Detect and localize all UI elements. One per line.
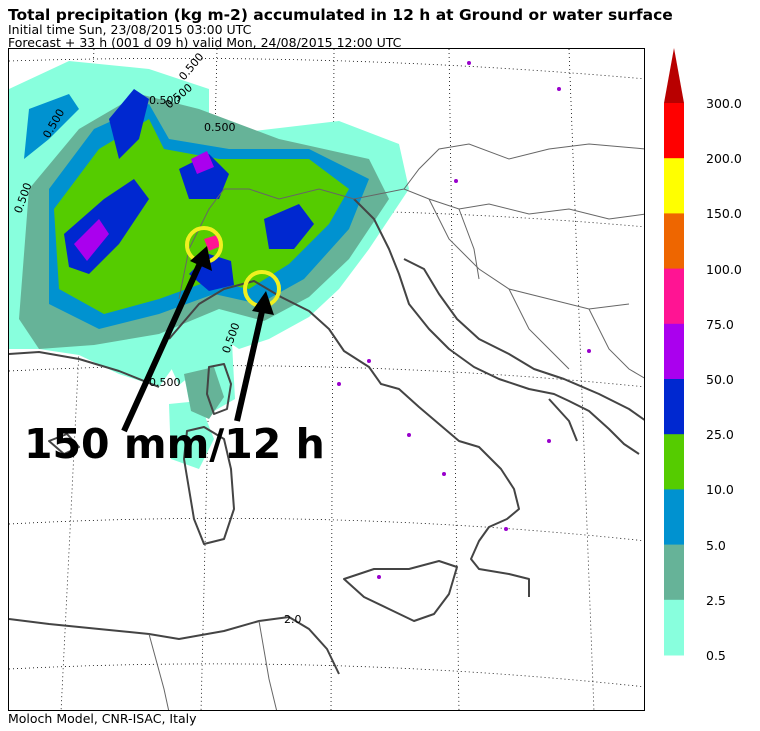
color-legend bbox=[664, 48, 684, 656]
legend-level-label: 50.0 bbox=[706, 372, 734, 387]
legend-level-label: 5.0 bbox=[706, 537, 726, 553]
contour-label: 0.500 bbox=[149, 376, 181, 389]
annotation-arrows bbox=[121, 246, 274, 433]
legend-color-box bbox=[664, 599, 684, 656]
map-canvas: 0.500 0.500 0.500 0.500 0.500 0.500 0.50… bbox=[9, 49, 644, 710]
legend-color-box bbox=[664, 379, 684, 435]
legend-color-box bbox=[664, 323, 684, 380]
max-precip-annotation: 150 mm/12 h bbox=[24, 420, 325, 468]
legend-color-box bbox=[664, 158, 684, 214]
precipitation-map: 0.500 0.500 0.500 0.500 0.500 0.500 0.50… bbox=[8, 48, 645, 711]
legend-level-label: 2.5 bbox=[706, 592, 726, 608]
forecast-valid-label: Forecast + 33 h (001 d 09 h) valid Mon, … bbox=[8, 35, 402, 50]
isolated-maxima bbox=[337, 61, 591, 579]
legend-level-label: 25.0 bbox=[706, 427, 734, 443]
legend-level-label: 300.0 bbox=[706, 96, 742, 111]
map-title: Total precipitation (kg m-2) accumulated… bbox=[8, 6, 673, 24]
arrow-north bbox=[121, 259, 204, 433]
legend-color-box bbox=[664, 434, 684, 490]
legend-color-box bbox=[664, 489, 684, 546]
legend-color-box bbox=[664, 103, 684, 159]
precipitation-fields bbox=[9, 61, 409, 469]
arrowhead-south bbox=[252, 291, 274, 315]
initial-time-label: Initial time Sun, 23/08/2015 03:00 UTC bbox=[8, 22, 252, 37]
legend-level-label: 200.0 bbox=[706, 151, 742, 167]
legend-overflow-triangle bbox=[664, 48, 684, 103]
legend-color-box bbox=[664, 268, 684, 325]
contour-label: 0.500 bbox=[204, 121, 236, 134]
legend-color-box bbox=[664, 213, 684, 270]
contour-label: 0.500 bbox=[176, 50, 206, 82]
contour-label: 0.500 bbox=[149, 94, 181, 107]
model-credit: Moloch Model, CNR-ISAC, Italy bbox=[8, 711, 197, 726]
legend-level-label: 100.0 bbox=[706, 261, 742, 277]
legend-level-label: 150.0 bbox=[706, 206, 742, 222]
legend-level-label: 10.0 bbox=[706, 482, 734, 498]
contour-label: 2.0 bbox=[284, 613, 302, 626]
legend-level-label: 0.5 bbox=[706, 648, 726, 663]
coastlines bbox=[9, 198, 644, 675]
arrow-south bbox=[234, 306, 266, 422]
legend-level-label: 75.0 bbox=[706, 316, 734, 332]
borders bbox=[148, 143, 644, 710]
arrowhead-north bbox=[190, 246, 212, 271]
legend-color-box bbox=[664, 544, 684, 601]
graticule bbox=[9, 49, 644, 710]
